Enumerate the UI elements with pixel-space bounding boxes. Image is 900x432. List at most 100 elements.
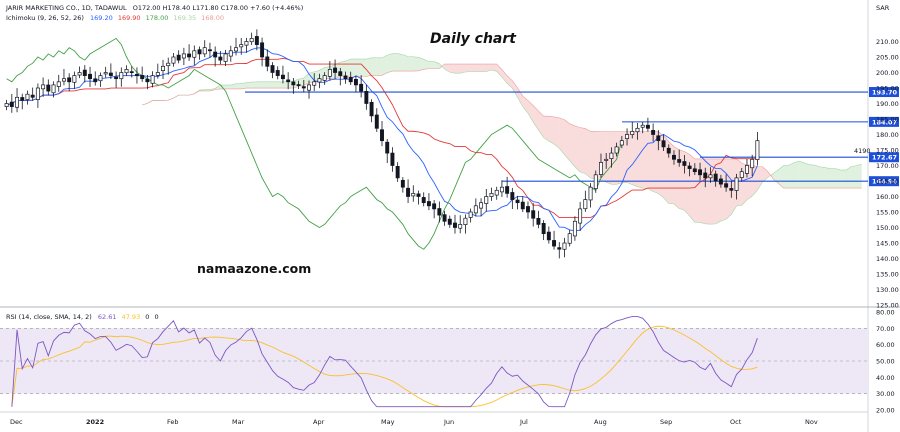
time-tick-label: Apr bbox=[313, 418, 325, 426]
candle-body bbox=[661, 140, 666, 148]
level-tag-label: 193.70 bbox=[872, 89, 898, 97]
candle-body bbox=[734, 177, 739, 191]
candle-body bbox=[67, 77, 72, 83]
candle-body bbox=[484, 196, 489, 204]
horizontal-levels[interactable]: 193.70 184.07 172.67 164.94 bbox=[245, 87, 899, 187]
price-tick-label: 210.00 bbox=[876, 38, 899, 46]
cloud-segment bbox=[236, 83, 242, 89]
price-tick-label: 175.00 bbox=[876, 147, 899, 155]
symbol-line: JARIR MARKETING CO., 1D, TADAWUL bbox=[5, 4, 127, 12]
cloud-segment bbox=[491, 64, 497, 72]
candle-body bbox=[41, 84, 46, 90]
cloud-segment bbox=[303, 73, 310, 86]
candle-body bbox=[750, 158, 755, 169]
candle-body bbox=[645, 124, 650, 129]
cloud-segment bbox=[475, 64, 482, 72]
cloud-segment bbox=[272, 81, 278, 89]
cloud-segment bbox=[637, 131, 643, 189]
candle-body bbox=[656, 135, 661, 142]
candle-body bbox=[348, 77, 353, 83]
cloud-segment bbox=[444, 64, 450, 73]
rsi-legend: RSI (14, close, SMA, 14, 2) 62.61 47.93 … bbox=[6, 313, 159, 321]
candle-body bbox=[468, 211, 473, 218]
candle-body bbox=[520, 201, 525, 210]
cloud-segment bbox=[778, 165, 784, 189]
cloud-segment bbox=[647, 131, 654, 192]
cloud-segment bbox=[783, 165, 789, 189]
ichimoku-lagging-value: 178.00 bbox=[146, 14, 169, 22]
candle-body bbox=[724, 183, 729, 188]
candle-body bbox=[463, 217, 468, 225]
price-tick-label: 125.00 bbox=[876, 302, 899, 310]
candle-body bbox=[411, 193, 416, 197]
candle-body bbox=[614, 146, 619, 154]
lagging-span-line bbox=[6, 37, 623, 250]
time-axis[interactable]: Dec 2022 Feb Mar Apr May Jun Jul Aug Sep Oct Nov bbox=[10, 418, 818, 426]
candle-body bbox=[291, 81, 296, 86]
candle-body bbox=[93, 78, 98, 83]
cloud-segment bbox=[705, 158, 711, 225]
candle-body bbox=[223, 53, 228, 62]
candle-body bbox=[265, 56, 270, 67]
rsi-axis[interactable]: 20.00 30.00 40.00 50.00 60.00 70.00 80.00 bbox=[876, 309, 895, 415]
candle-body bbox=[562, 242, 567, 250]
rsi-tick-label: 20.00 bbox=[876, 407, 895, 415]
cloud-segment bbox=[554, 116, 560, 149]
price-pane[interactable] bbox=[0, 0, 868, 307]
cloud-segment bbox=[397, 53, 403, 72]
cloud-segment bbox=[496, 64, 502, 78]
price-tick-label: 160.00 bbox=[876, 193, 899, 201]
candle-body bbox=[333, 67, 338, 73]
cloud-segment bbox=[262, 81, 268, 89]
candle-body bbox=[515, 199, 520, 204]
candle-body bbox=[72, 75, 77, 83]
candle-body bbox=[46, 84, 51, 92]
candle-body bbox=[494, 189, 499, 196]
cloud-segment bbox=[720, 158, 727, 222]
cloud-segment bbox=[825, 167, 831, 189]
candle-body bbox=[432, 203, 437, 210]
candle-body bbox=[604, 158, 609, 161]
candle-body bbox=[442, 214, 447, 222]
candle-body bbox=[254, 36, 259, 45]
price-tick-label: 130.00 bbox=[876, 286, 899, 294]
candle-body bbox=[692, 168, 697, 173]
rsi-pane[interactable] bbox=[0, 315, 868, 408]
cloud-segment bbox=[350, 59, 356, 77]
candle-body bbox=[666, 147, 671, 154]
price-axis[interactable]: 125.00 130.00 135.00 140.00 145.00 150.00 155.… bbox=[876, 38, 899, 310]
cloud-segment bbox=[700, 158, 706, 224]
rsi-tick-label: 70.00 bbox=[876, 325, 895, 333]
cloud-segment bbox=[642, 131, 648, 189]
rsi-value: 62.61 bbox=[98, 313, 117, 321]
cloud-segment bbox=[653, 131, 659, 194]
candle-body bbox=[552, 240, 557, 247]
candle-body bbox=[322, 75, 327, 81]
rsi-lower-value: 0 bbox=[155, 313, 159, 321]
cloud-segment bbox=[449, 64, 455, 74]
candle-body bbox=[56, 81, 61, 87]
cloud-segment bbox=[361, 59, 367, 77]
price-tick-label: 180.00 bbox=[876, 131, 899, 139]
candle-body bbox=[4, 103, 9, 107]
currency-label: SAR bbox=[876, 4, 890, 12]
candle-body bbox=[421, 197, 426, 204]
candle-body bbox=[473, 205, 478, 214]
price-tick-label: 185.00 bbox=[876, 116, 899, 124]
level-tag bbox=[869, 87, 899, 98]
candle-body bbox=[338, 71, 343, 76]
cloud-segment bbox=[731, 158, 737, 215]
candle-body bbox=[630, 131, 635, 135]
cloud-segment bbox=[527, 100, 534, 123]
cloud-segment bbox=[382, 55, 388, 76]
candle-body bbox=[593, 174, 598, 189]
candle-body bbox=[218, 56, 223, 61]
candle-body bbox=[353, 79, 358, 86]
ichimoku-legend: Ichimoku (9, 26, 52, 26) 169.20 169.90 1… bbox=[6, 14, 224, 22]
cloud-segment bbox=[408, 56, 414, 72]
candle-body bbox=[390, 152, 395, 166]
candle-body bbox=[275, 70, 280, 76]
candle-body bbox=[426, 201, 431, 207]
cloud-segment bbox=[574, 125, 581, 173]
